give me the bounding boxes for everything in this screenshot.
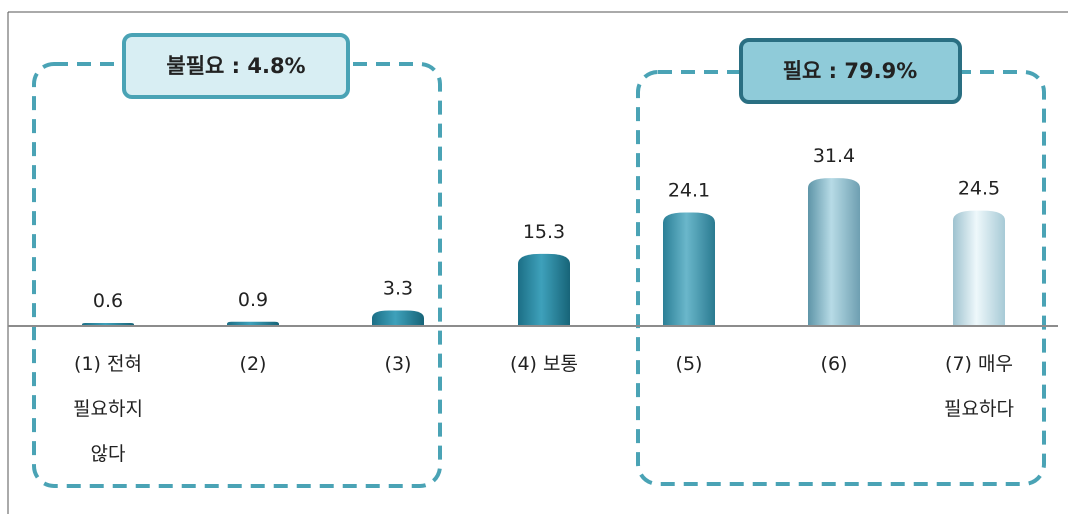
group-label-unnecessary: 불필요 : 4.8% [122,33,350,99]
value-label-3: 3.3 [383,277,413,299]
value-label-5: 24.1 [668,179,710,201]
value-label-4: 15.3 [523,221,565,243]
bar-2 [227,321,279,326]
category-label-7-line-1: (7) 매우 [945,353,1013,375]
category-label-6-line-1: (6) [821,353,848,375]
group-label-text-unnecessary: 불필요 : 4.8% [166,54,305,78]
bar-5 [663,212,715,326]
category-label-3-line-1: (3) [385,353,412,375]
value-label-7: 24.5 [958,178,1000,200]
value-label-1: 0.6 [93,290,123,312]
category-label-1-line-2: 필요하지 [73,398,143,420]
group-label-text-necessary: 필요 : 79.9% [783,59,918,83]
value-label-2: 0.9 [238,289,268,311]
bar-3 [372,310,424,326]
bar-7 [953,210,1005,326]
category-label-4-line-1: (4) 보통 [510,353,578,375]
group-label-necessary: 필요 : 79.9% [739,38,962,104]
category-label-5-line-1: (5) [676,353,703,375]
value-label-6: 31.4 [813,145,855,167]
bar-4 [518,253,570,326]
group-label-box-unnecessary [122,33,350,99]
category-label-1-line-3: 않다 [91,443,126,465]
category-label-2-line-1: (2) [240,353,267,375]
group-label-box-necessary [739,38,962,104]
group-region-necessary [636,70,1046,486]
value-labels-layer: 0.6 0.9 3.3 15.3 24.1 31.4 24.5 [93,145,1000,312]
bars-layer [82,178,1005,326]
category-label-7-line-2: 필요하다 [944,398,1014,420]
group-region-unnecessary [32,62,442,488]
bar-6 [808,178,860,326]
category-label-1-line-1: (1) 전혀 [74,353,142,375]
